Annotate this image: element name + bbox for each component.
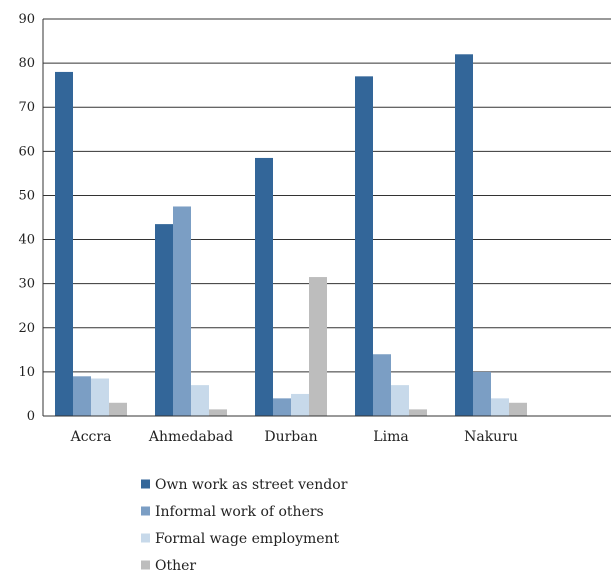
y-tick-label: 50 xyxy=(18,188,35,203)
bar-ahmedabad-series-2 xyxy=(173,206,191,416)
y-tick-label: 20 xyxy=(18,321,35,336)
bar-lima-series-4 xyxy=(409,409,427,416)
bar-durban-series-2 xyxy=(273,398,291,416)
x-category-label: Ahmedabad xyxy=(148,429,233,445)
legend-swatch xyxy=(141,533,150,543)
y-tick-label: 0 xyxy=(27,409,35,424)
legend: Own work as street vendor Informal work o… xyxy=(141,477,348,574)
x-category-label: Accra xyxy=(70,429,112,445)
legend-label: Formal wage employment xyxy=(155,531,340,547)
bar-nakuru-series-2 xyxy=(473,371,491,416)
y-tick-label: 80 xyxy=(18,56,35,71)
bar-ahmedabad-series-3 xyxy=(191,385,209,416)
bar-lima-series-2 xyxy=(373,354,391,416)
x-category-label: Nakuru xyxy=(464,429,518,445)
bar-ahmedabad-series-1 xyxy=(155,224,173,416)
axis-layer: 0 10 20 30 40 50 60 70 80 90 Accra Ahmedabad Durban L… xyxy=(18,12,611,445)
bar-layer xyxy=(55,54,527,417)
legend-swatch xyxy=(141,560,150,570)
y-tick-label: 60 xyxy=(18,144,35,159)
y-tick-label: 10 xyxy=(18,365,35,380)
y-tick-label: 90 xyxy=(18,12,35,27)
bar-lima-series-3 xyxy=(391,385,409,416)
bar-lima-series-1 xyxy=(355,76,373,416)
y-tick-label: 30 xyxy=(18,277,35,292)
bar-nakuru-series-1 xyxy=(455,54,473,417)
legend-label: Own work as street vendor xyxy=(155,477,348,493)
legend-swatch xyxy=(141,506,150,516)
bar-durban-series-4 xyxy=(309,277,327,416)
bar-nakuru-series-4 xyxy=(509,402,527,416)
bar-accra-series-4 xyxy=(109,402,127,416)
bar-nakuru-series-3 xyxy=(491,398,509,416)
y-tick-label: 70 xyxy=(18,100,35,115)
bar-durban-series-3 xyxy=(291,393,309,416)
bar-accra-series-1 xyxy=(55,71,73,416)
grid-layer xyxy=(43,18,611,373)
x-category-label: Durban xyxy=(264,429,317,445)
y-tick-label: 40 xyxy=(18,233,35,248)
legend-label: Informal work of others xyxy=(155,504,324,520)
bar-accra-series-3 xyxy=(91,378,109,416)
bar-durban-series-1 xyxy=(255,157,273,416)
legend-swatch xyxy=(141,479,150,489)
x-category-label: Lima xyxy=(373,429,408,445)
bar-accra-series-2 xyxy=(73,376,91,416)
bar-ahmedabad-series-4 xyxy=(209,409,227,416)
legend-label: Other xyxy=(155,558,196,573)
